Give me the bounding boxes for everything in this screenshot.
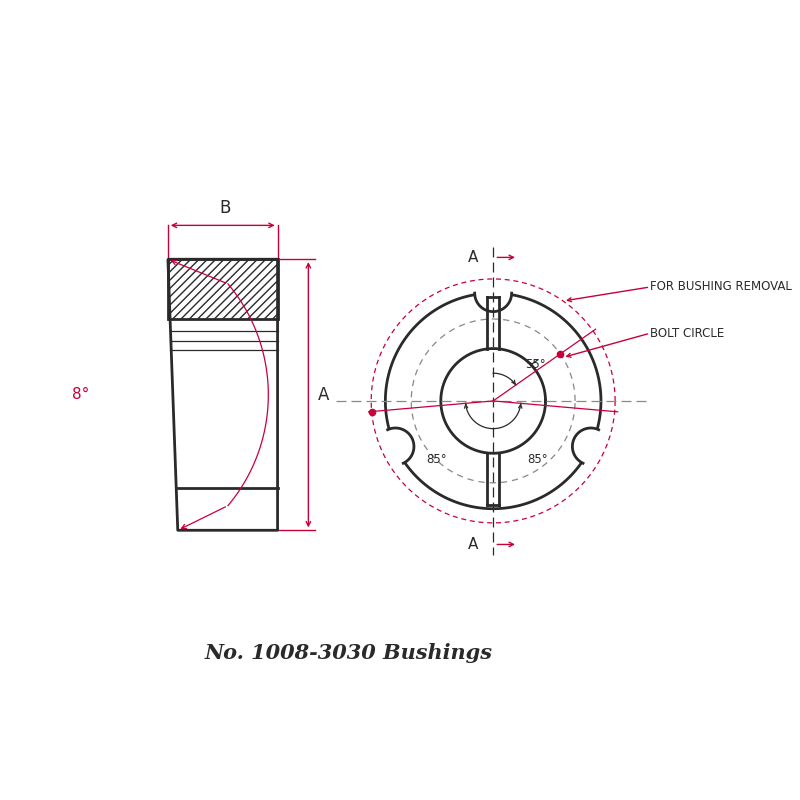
Text: No. 1008-3030 Bushings: No. 1008-3030 Bushings — [204, 643, 492, 663]
Text: 8°: 8° — [72, 387, 90, 402]
Text: A: A — [467, 537, 478, 552]
Text: B: B — [219, 198, 231, 217]
Text: BOLT CIRCLE: BOLT CIRCLE — [650, 326, 725, 340]
Polygon shape — [168, 259, 278, 319]
Text: A: A — [318, 386, 329, 404]
Text: 85°: 85° — [426, 454, 447, 466]
Text: FOR BUSHING REMOVAL: FOR BUSHING REMOVAL — [650, 281, 792, 294]
Text: 55°: 55° — [525, 358, 546, 371]
Text: 85°: 85° — [527, 454, 548, 466]
Text: A: A — [467, 250, 478, 265]
